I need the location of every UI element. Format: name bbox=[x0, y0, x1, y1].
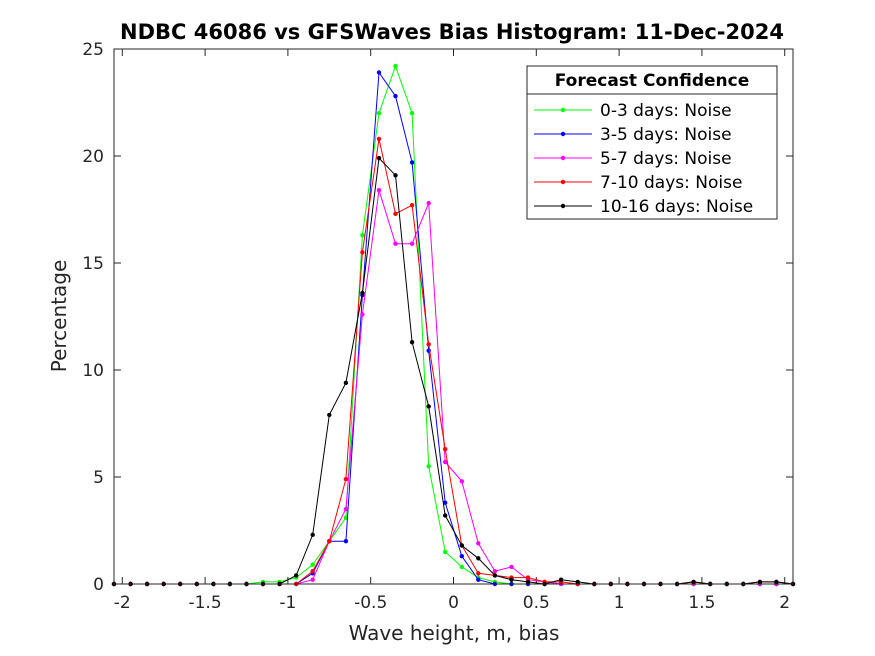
x-axis-label: Wave height, m, bias bbox=[349, 621, 560, 645]
legend-label: 5-7 days: Noise bbox=[600, 149, 732, 169]
data-point bbox=[459, 479, 464, 484]
data-point bbox=[509, 577, 514, 582]
data-point bbox=[393, 211, 398, 216]
data-point bbox=[409, 160, 415, 165]
data-point bbox=[443, 549, 448, 555]
data-point bbox=[525, 575, 531, 580]
data-point bbox=[360, 233, 365, 238]
data-point bbox=[459, 554, 464, 559]
data-point bbox=[409, 340, 415, 345]
legend-box bbox=[526, 65, 778, 220]
legend-swatch-marker bbox=[560, 203, 566, 209]
data-point bbox=[393, 63, 398, 69]
data-point bbox=[426, 404, 431, 409]
y-tick-label: 25 bbox=[82, 40, 104, 60]
data-point bbox=[343, 506, 349, 512]
data-point bbox=[294, 573, 299, 578]
chart-title: NDBC 46086 vs GFSWaves Bias Histogram: 1… bbox=[120, 20, 784, 44]
legend-label: 3-5 days: Noise bbox=[600, 125, 732, 145]
legend-swatch-marker bbox=[560, 107, 566, 113]
data-point bbox=[310, 569, 315, 574]
data-point bbox=[426, 200, 431, 206]
data-point bbox=[409, 241, 415, 246]
data-point bbox=[757, 579, 763, 585]
x-tick-label: -1.5 bbox=[188, 593, 221, 613]
legend-item: 7-10 days: Noise bbox=[534, 173, 742, 193]
data-point bbox=[310, 577, 315, 582]
y-tick-label: 0 bbox=[93, 575, 104, 595]
data-point bbox=[459, 564, 464, 570]
data-point bbox=[509, 564, 514, 570]
data-point bbox=[575, 579, 580, 585]
data-point bbox=[360, 312, 365, 317]
y-tick-label: 10 bbox=[82, 361, 104, 381]
data-point bbox=[393, 173, 398, 178]
legend-label: 0-3 days: Noise bbox=[600, 101, 732, 121]
data-point bbox=[343, 476, 349, 482]
y-tick-label: 20 bbox=[82, 147, 104, 167]
data-point bbox=[426, 464, 431, 469]
legend-item: 0-3 days: Noise bbox=[534, 101, 732, 121]
data-point bbox=[476, 541, 481, 546]
data-point bbox=[558, 577, 564, 582]
data-point bbox=[691, 579, 696, 585]
legend-item: 5-7 days: Noise bbox=[534, 149, 732, 169]
data-point bbox=[376, 155, 382, 161]
data-point bbox=[459, 543, 464, 548]
data-point bbox=[310, 562, 315, 567]
data-point bbox=[310, 532, 315, 537]
y-axis-label: Percentage bbox=[47, 260, 71, 373]
data-point bbox=[393, 93, 398, 99]
data-point bbox=[409, 203, 415, 208]
data-point bbox=[443, 447, 448, 452]
x-tick-label: 0.5 bbox=[523, 593, 550, 613]
data-point bbox=[360, 250, 365, 255]
x-tick-labels: -2 -1.5 -1 -0.5 0 0.5 1 1.5 2 bbox=[114, 593, 790, 613]
data-point bbox=[492, 569, 498, 574]
x-tick-label: 1 bbox=[614, 593, 625, 613]
legend-swatch-marker bbox=[560, 155, 566, 161]
data-point bbox=[443, 459, 448, 465]
legend-title: Forecast Confidence bbox=[555, 71, 750, 91]
data-point bbox=[343, 539, 349, 544]
x-tick-label: -0.5 bbox=[354, 593, 387, 613]
data-point bbox=[476, 577, 481, 582]
legend-items: 0-3 days: Noise 3-5 days: Noise 5-7 days: … bbox=[534, 101, 753, 217]
legend: Forecast Confidence 0-3 days: Noise 3-5 d… bbox=[526, 65, 778, 220]
data-point bbox=[393, 241, 398, 246]
data-point bbox=[443, 500, 448, 505]
data-point bbox=[426, 342, 431, 347]
x-tick-label: -2 bbox=[114, 593, 131, 613]
y-tick-label: 15 bbox=[82, 254, 104, 274]
y-tick-labels: 0 5 10 15 20 25 bbox=[82, 40, 104, 595]
data-point bbox=[343, 380, 349, 385]
data-point bbox=[476, 571, 481, 576]
data-point bbox=[409, 111, 415, 116]
data-point bbox=[525, 579, 531, 585]
data-point bbox=[376, 136, 382, 142]
x-tick-label: -1 bbox=[279, 593, 296, 613]
legend-swatch-marker bbox=[560, 179, 566, 185]
x-tick-label: 2 bbox=[779, 593, 790, 613]
data-point bbox=[376, 111, 382, 116]
y-tick-label: 5 bbox=[93, 468, 104, 488]
legend-item: 3-5 days: Noise bbox=[534, 125, 732, 145]
x-tick-label: 1.5 bbox=[688, 593, 715, 613]
legend-item: 10-16 days: Noise bbox=[534, 197, 753, 217]
data-point bbox=[376, 188, 382, 193]
legend-label: 10-16 days: Noise bbox=[600, 197, 753, 217]
data-point bbox=[774, 579, 779, 585]
plot-box bbox=[113, 48, 794, 585]
legend-label: 7-10 days: Noise bbox=[600, 173, 742, 193]
data-point bbox=[327, 412, 332, 418]
legend-swatch-marker bbox=[560, 131, 566, 137]
data-point bbox=[327, 539, 332, 544]
data-point bbox=[443, 513, 448, 518]
data-point bbox=[360, 290, 365, 296]
data-point bbox=[492, 573, 498, 578]
data-point bbox=[376, 70, 382, 75]
x-tick-label: 0 bbox=[448, 593, 459, 613]
data-point bbox=[476, 556, 481, 561]
